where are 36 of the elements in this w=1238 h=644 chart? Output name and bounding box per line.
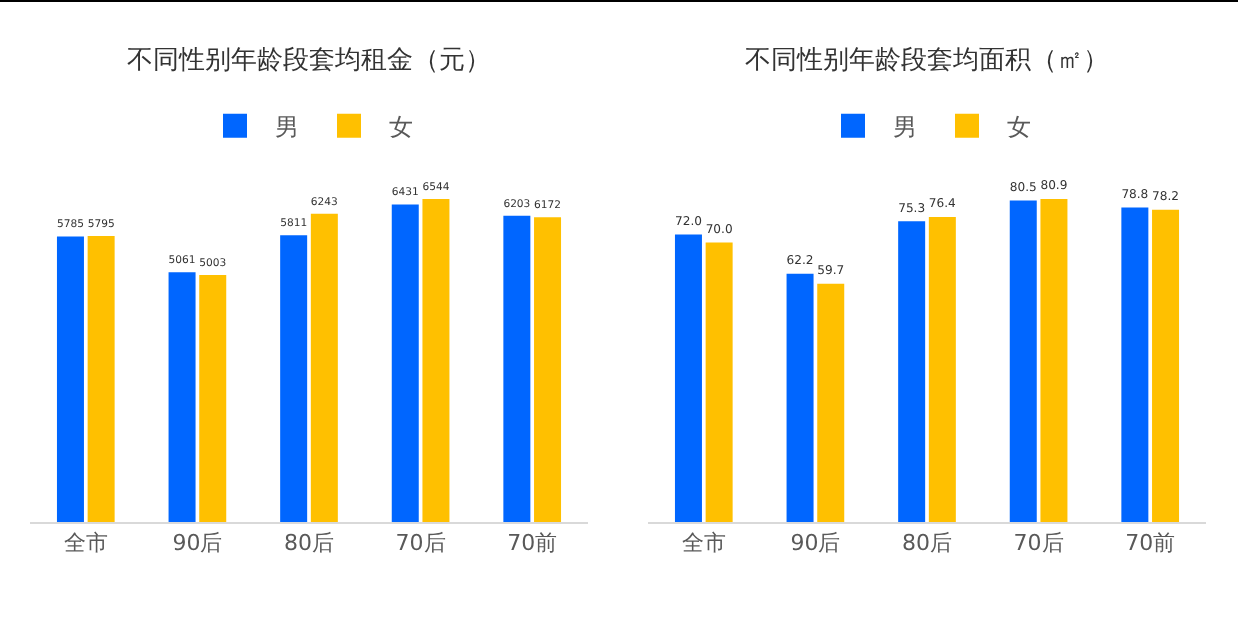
legend-label: 男 bbox=[893, 113, 917, 142]
x-tick-label: 90后 bbox=[790, 530, 841, 557]
legend-label: 男 bbox=[275, 113, 299, 142]
bar bbox=[56, 236, 84, 522]
legend-label: 女 bbox=[389, 113, 413, 142]
bar bbox=[199, 275, 227, 522]
bar bbox=[534, 217, 562, 522]
x-tick-label: 70前 bbox=[507, 530, 558, 557]
bar bbox=[705, 242, 733, 522]
x-tick-label: 70前 bbox=[1125, 530, 1176, 557]
bar bbox=[168, 272, 196, 522]
x-tick-label: 80后 bbox=[902, 530, 952, 557]
bar bbox=[786, 273, 814, 522]
bar bbox=[1152, 209, 1180, 522]
bar bbox=[817, 283, 845, 522]
bar bbox=[1009, 200, 1037, 522]
chart-title: 不同性别年龄段套均租金（元） bbox=[127, 46, 491, 77]
bar bbox=[391, 204, 419, 522]
bar bbox=[503, 215, 531, 522]
x-tick-label: 全市 bbox=[681, 530, 726, 557]
legend-label: 女 bbox=[1007, 113, 1031, 142]
x-tick-label: 80后 bbox=[284, 530, 334, 557]
x-tick-label: 全市 bbox=[63, 530, 108, 557]
x-tick-label: 70后 bbox=[1013, 530, 1064, 557]
chart-title: 不同性别年龄段套均面积（㎡） bbox=[745, 46, 1109, 77]
bar bbox=[898, 221, 926, 522]
bar bbox=[1121, 207, 1149, 522]
x-tick-label: 70后 bbox=[395, 530, 446, 557]
bar bbox=[87, 235, 115, 522]
bar bbox=[280, 235, 308, 522]
bar bbox=[928, 216, 956, 522]
bar bbox=[1040, 199, 1068, 522]
bar bbox=[422, 199, 450, 522]
x-tick-label: 90后 bbox=[172, 530, 223, 557]
bar bbox=[674, 234, 702, 522]
bar bbox=[310, 213, 338, 522]
